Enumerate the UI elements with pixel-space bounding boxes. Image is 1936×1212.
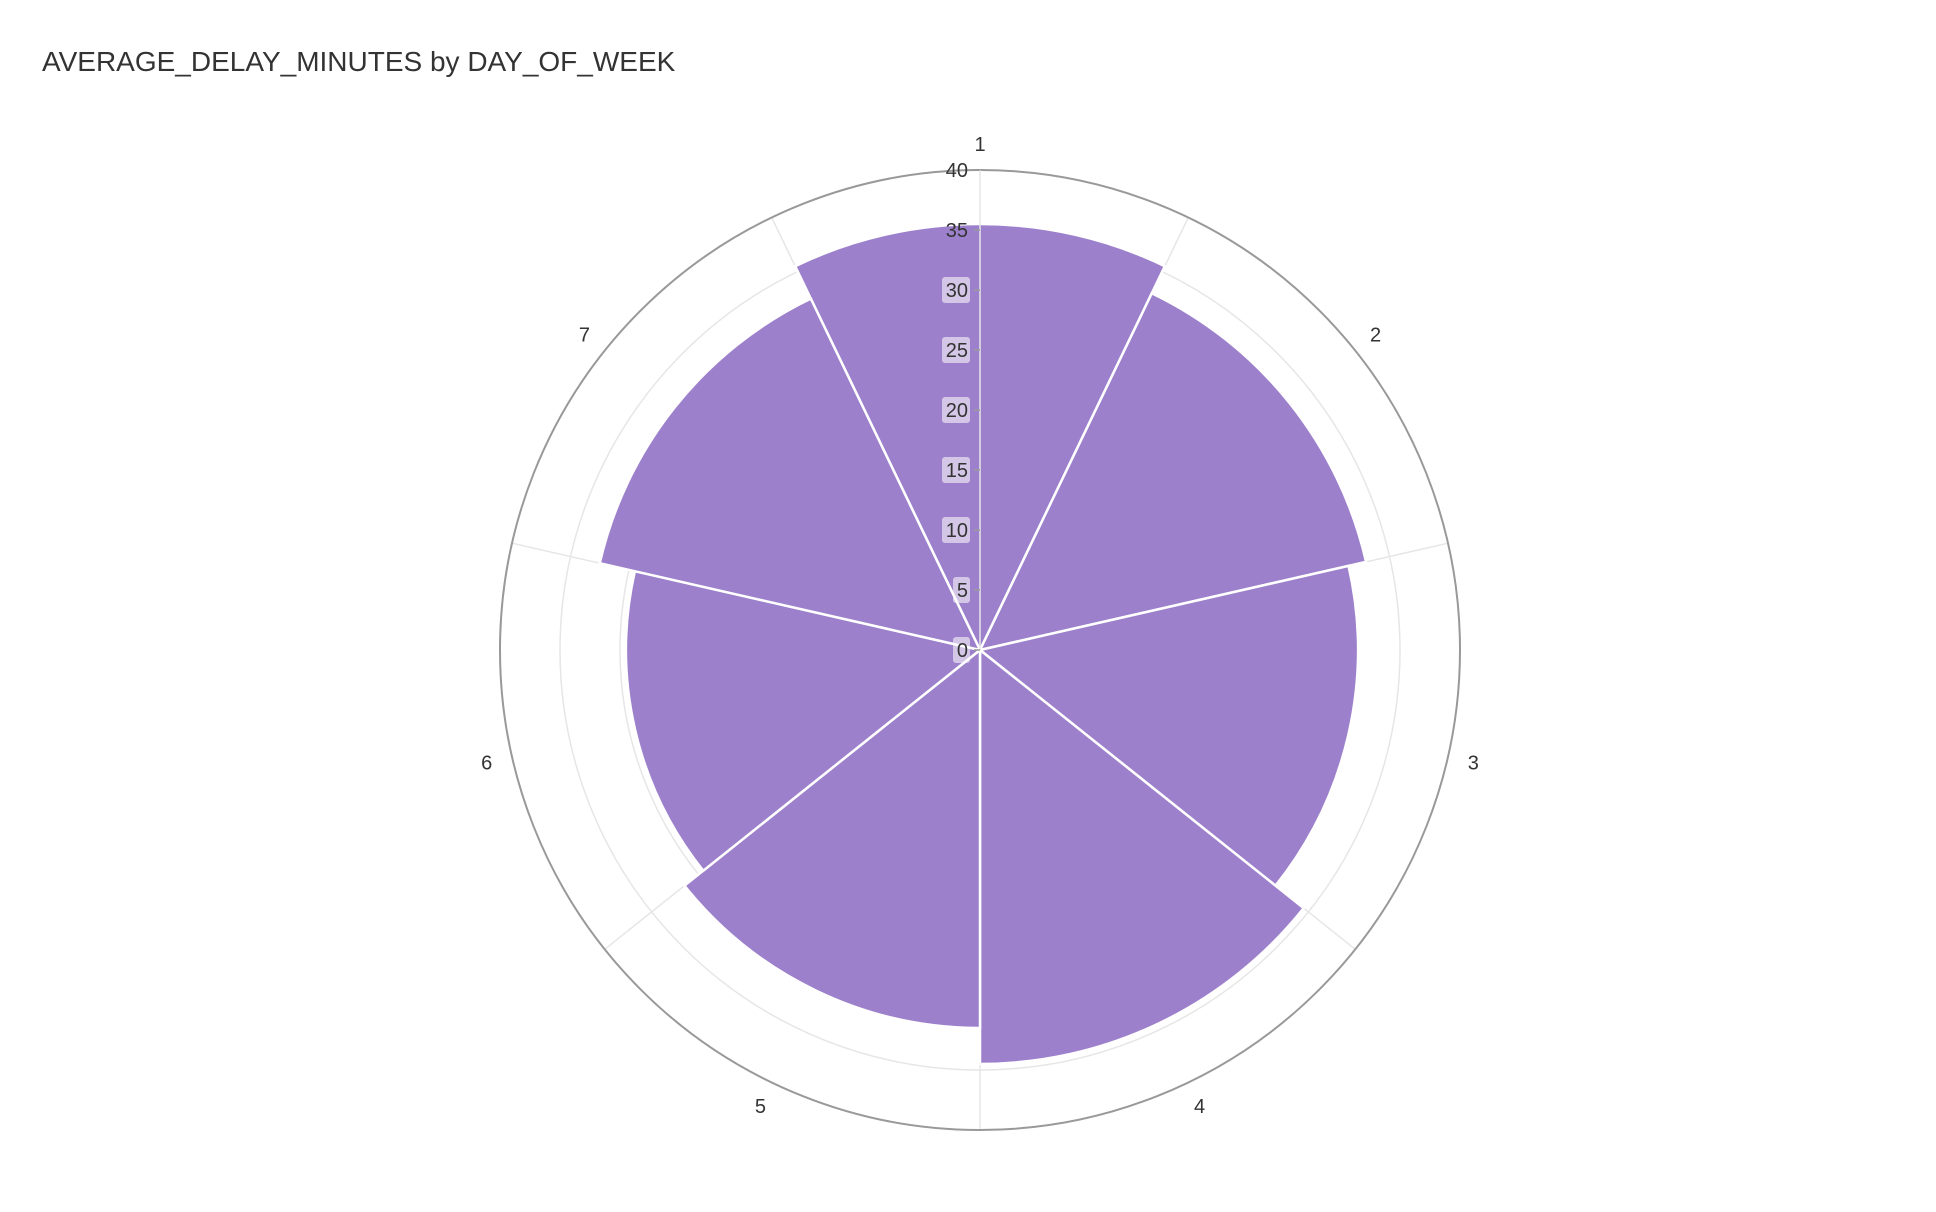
radial-tick-label: 10 bbox=[946, 520, 968, 542]
radial-tick-label: 35 bbox=[946, 220, 968, 242]
category-label-1: 1 bbox=[974, 134, 985, 156]
chart-title: AVERAGE_DELAY_MINUTES by DAY_OF_WEEK bbox=[42, 46, 676, 77]
bar-day-2 bbox=[977, 291, 1368, 652]
bar-day-4 bbox=[978, 647, 1306, 1066]
radial-tick-label-bg bbox=[942, 457, 970, 483]
radial-tick-label-bg bbox=[942, 517, 970, 543]
radial-tick-label: 15 bbox=[946, 460, 968, 482]
radial-tick-label: 5 bbox=[957, 580, 968, 602]
category-label-4: 4 bbox=[1194, 1096, 1205, 1118]
category-labels: 1 2 3 4 5 6 7 bbox=[481, 134, 1479, 1118]
bar-day-5 bbox=[682, 647, 982, 1030]
radial-axis: 0 5 10 15 20 25 30 35 40 bbox=[942, 160, 981, 663]
category-label-6: 6 bbox=[481, 753, 492, 775]
radial-tick-label: 25 bbox=[946, 340, 968, 362]
radial-tick-label-bg bbox=[942, 277, 970, 303]
radial-tick-label: 30 bbox=[946, 280, 968, 302]
radial-tick-label-bg bbox=[942, 397, 970, 423]
radial-tick-label: 20 bbox=[946, 400, 968, 422]
category-label-7: 7 bbox=[579, 325, 590, 347]
radial-tick-label-bg bbox=[953, 637, 970, 663]
radial-tick-label-bg bbox=[953, 577, 970, 603]
bar-day-3 bbox=[977, 564, 1360, 888]
radial-tick-label-bg bbox=[942, 337, 970, 363]
bar-day-7 bbox=[598, 296, 983, 652]
bars-group bbox=[598, 222, 1368, 1066]
category-label-2: 2 bbox=[1370, 325, 1381, 347]
radial-tick-label: 0 bbox=[957, 640, 968, 662]
radial-tick-label: 40 bbox=[946, 160, 968, 182]
category-label-3: 3 bbox=[1468, 753, 1479, 775]
category-label-5: 5 bbox=[755, 1096, 766, 1118]
bar-day-6 bbox=[624, 569, 983, 873]
